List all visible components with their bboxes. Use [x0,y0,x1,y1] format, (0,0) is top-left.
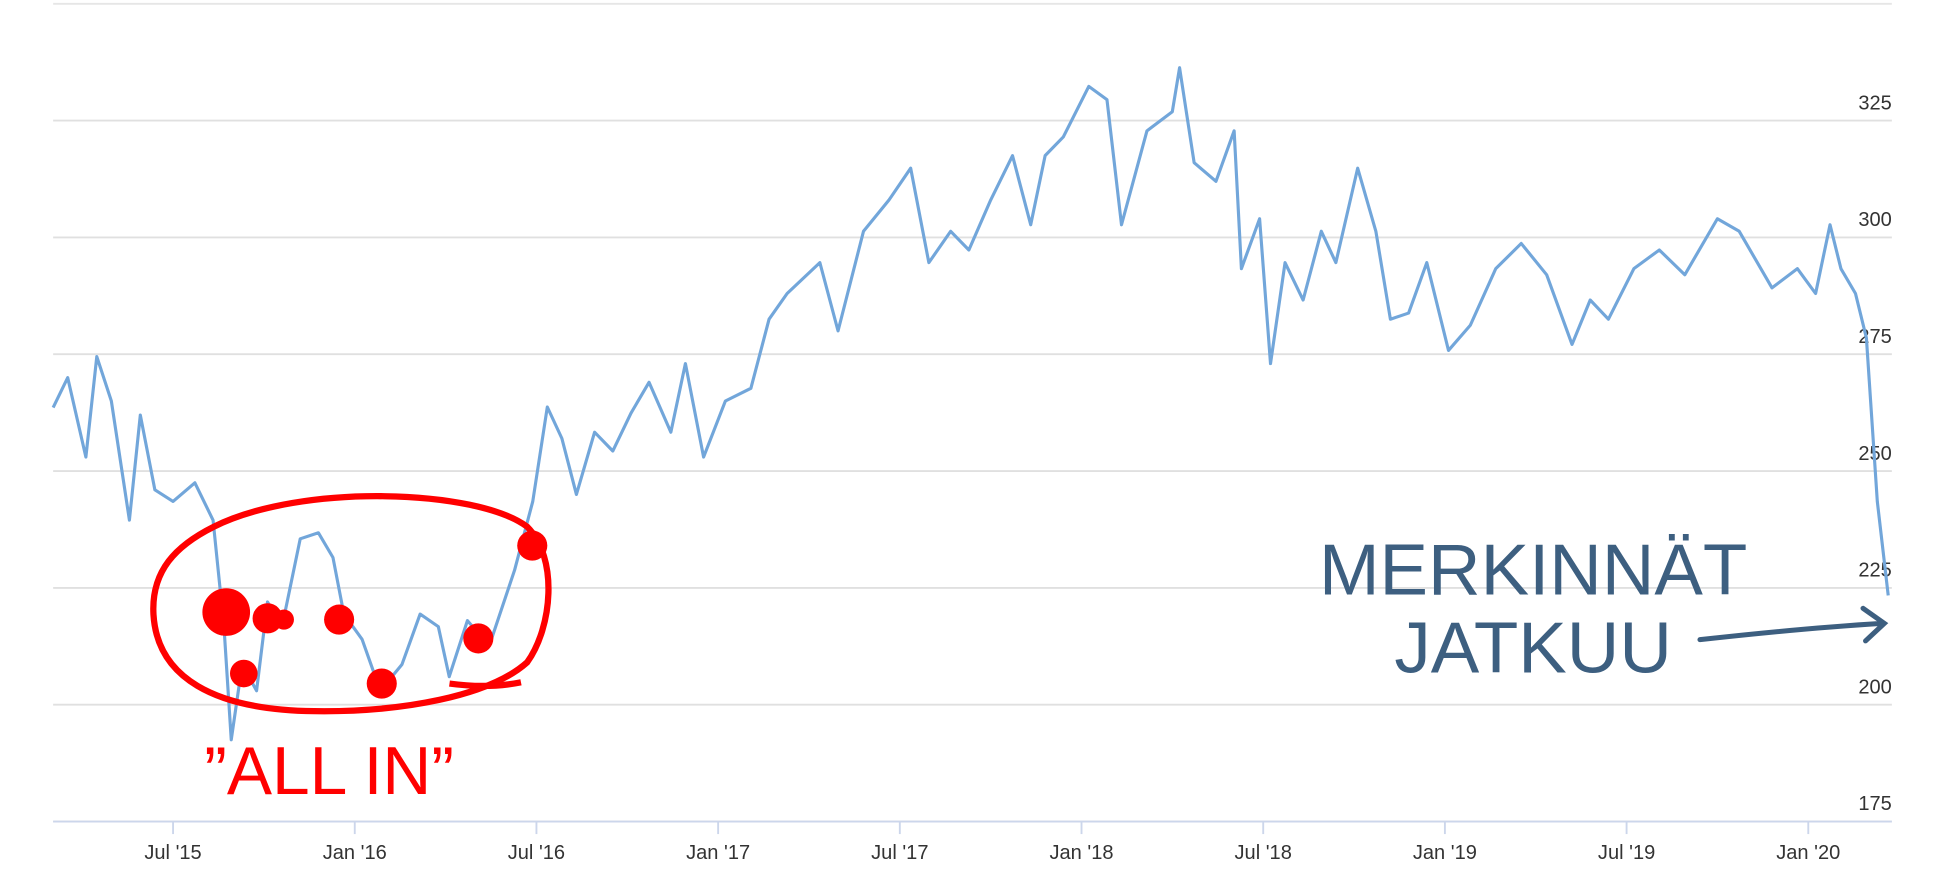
plot [51,66,1890,742]
x-tick-label: Jul '16 [508,842,565,864]
dot [273,609,294,630]
arrow [1697,605,1889,644]
dot [202,588,251,636]
dot [463,623,494,654]
y-tick-label: 175 [1858,793,1891,815]
dot [229,659,258,688]
annotation: MERKINNÄT [1319,530,1747,611]
annotation: JATKUU [1394,607,1671,688]
annotation: ”ALL IN” [204,734,454,809]
dot [252,603,283,634]
x-tick-label: Jan '17 [686,842,750,864]
x-tick-label: Jul '17 [871,842,928,864]
dot [517,530,548,561]
price-line [51,66,1890,742]
dot [366,668,397,699]
underline [449,679,522,689]
y-tick-label: 200 [1858,676,1891,698]
x-tick-label: Jul '19 [1598,842,1655,864]
all-in-annotation: ”ALL IN” [150,493,552,809]
x-tick-label: Jan '16 [323,842,387,864]
y-tick-label: 300 [1858,209,1891,231]
x-tick-label: Jul '15 [144,842,201,864]
x-tick-label: Jan '18 [1049,842,1113,864]
dot [324,604,355,635]
x-tick-label: Jan '19 [1413,842,1477,864]
note-annotation: MERKINNÄT JATKUU [1319,530,1889,688]
x-tick-label: Jan '20 [1776,842,1840,864]
y-tick-label: 325 [1858,92,1891,114]
x-tick-label: Jul '18 [1235,842,1292,864]
ellipse [150,493,552,715]
